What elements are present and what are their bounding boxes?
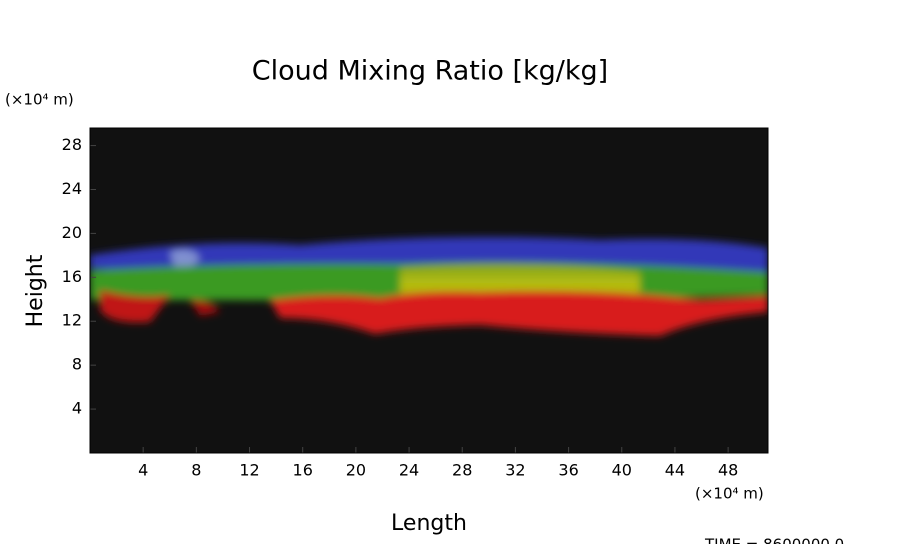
y-tick-label: 4 [72, 399, 82, 418]
x-tick-label: 16 [293, 461, 313, 480]
cloud-field [90, 236, 768, 336]
time-annotation: TIME = 8600000.0 [704, 536, 844, 544]
x-tick-label: 4 [138, 461, 148, 480]
plot-frame [89, 127, 769, 454]
y-tick-label: 20 [62, 223, 82, 242]
y-tick-label: 24 [62, 179, 82, 198]
x-tick-label: 48 [718, 461, 738, 480]
x-tick-label: 8 [191, 461, 201, 480]
y-tick-label: 16 [62, 267, 82, 286]
x-tick-label: 24 [399, 461, 419, 480]
y-unit: (×10⁴ m) [5, 91, 74, 109]
x-axis-label: Length [391, 511, 467, 536]
x-tick-label: 12 [239, 461, 259, 480]
x-tick-label: 36 [558, 461, 578, 480]
x-unit: (×10⁴ m) [695, 485, 764, 503]
y-axis-label: Height [23, 254, 48, 327]
y-tick-label: 12 [62, 311, 82, 330]
x-tick-label: 20 [346, 461, 366, 480]
x-tick-label: 32 [505, 461, 525, 480]
x-tick-label: 28 [452, 461, 472, 480]
x-tick-label: 44 [665, 461, 685, 480]
chart-title: Cloud Mixing Ratio [kg/kg] [252, 56, 608, 87]
y-tick-label: 8 [72, 355, 82, 374]
y-tick-label: 28 [62, 135, 82, 154]
x-tick-label: 40 [612, 461, 632, 480]
